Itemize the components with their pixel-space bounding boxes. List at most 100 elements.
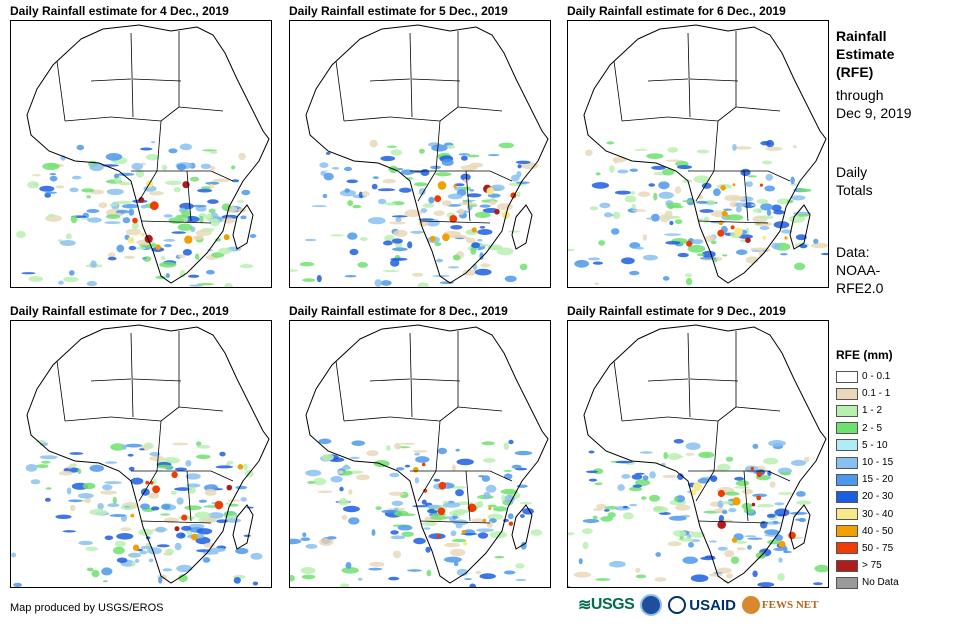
rain-cell xyxy=(179,143,192,151)
rain-cell xyxy=(47,213,56,218)
usgs-logo: ≋ USGS xyxy=(578,596,635,614)
rain-cell xyxy=(395,467,405,471)
rain-cell xyxy=(479,226,486,229)
rain-cell xyxy=(397,525,413,531)
rain-cell xyxy=(461,186,471,191)
legend-swatch xyxy=(836,542,858,555)
rain-cell xyxy=(346,179,358,184)
through-date-value: Dec 9, 2019 xyxy=(836,105,912,121)
country-border xyxy=(489,470,513,482)
rain-cell xyxy=(388,491,406,496)
rain-cell xyxy=(225,518,242,523)
country-border xyxy=(178,106,224,112)
daily-totals-line: Totals xyxy=(836,182,873,198)
rain-cell xyxy=(189,176,200,182)
heavy-rain-cell xyxy=(141,232,145,237)
rain-cell xyxy=(131,561,136,567)
heavy-rain-cell xyxy=(453,184,457,188)
africa-coastline xyxy=(305,324,549,584)
rain-cell xyxy=(674,496,679,502)
rain-cell xyxy=(377,188,396,192)
rain-cell xyxy=(713,188,721,197)
rain-cell xyxy=(413,537,426,545)
rain-cell xyxy=(11,552,17,558)
country-border xyxy=(457,406,503,412)
rain-cell xyxy=(773,209,785,215)
legend-item: 20 - 30 xyxy=(836,488,956,505)
rain-cell xyxy=(122,217,131,224)
rain-cell xyxy=(85,546,98,551)
rain-cell xyxy=(519,263,528,271)
rainfall-field xyxy=(16,141,257,287)
rain-cell xyxy=(149,452,161,457)
africa-coastline xyxy=(305,24,549,284)
rain-cell xyxy=(685,442,701,450)
rain-cell xyxy=(241,189,251,196)
rain-cell xyxy=(324,170,328,173)
rain-cell xyxy=(104,461,118,464)
rain-cell xyxy=(420,208,428,213)
product-title-line: (RFE) xyxy=(836,64,874,80)
rain-cell xyxy=(380,280,392,286)
rain-cell xyxy=(240,215,247,220)
rain-cell xyxy=(734,202,747,207)
rain-cell xyxy=(578,558,583,565)
heavy-rain-cell xyxy=(429,235,436,242)
rain-cell xyxy=(173,187,181,193)
rain-cell xyxy=(401,531,414,537)
rain-cell xyxy=(191,204,207,208)
heavy-rain-cell xyxy=(720,185,726,191)
data-source-line: NOAA- xyxy=(836,262,881,278)
rain-cell xyxy=(213,178,231,183)
rain-cell xyxy=(759,226,770,230)
country-border xyxy=(130,332,134,418)
rain-cell xyxy=(290,269,299,272)
rain-cell xyxy=(607,512,616,518)
rain-cell xyxy=(222,217,235,224)
rain-cell xyxy=(389,472,400,478)
rain-cell xyxy=(740,168,751,177)
rain-cell xyxy=(290,574,295,582)
rain-cell xyxy=(384,234,395,242)
rainfall-field xyxy=(290,438,543,587)
rain-cell xyxy=(430,515,448,520)
rain-cell xyxy=(407,241,413,249)
rain-cell xyxy=(717,546,728,551)
heavy-rain-cell xyxy=(756,471,762,478)
rain-cell xyxy=(426,569,432,577)
rain-cell xyxy=(218,247,232,255)
rain-cell xyxy=(662,474,678,479)
rain-cell xyxy=(342,465,351,470)
rain-cell xyxy=(648,183,655,187)
country-border xyxy=(621,416,669,422)
rain-cell xyxy=(341,567,359,574)
legend-item: 1 - 2 xyxy=(836,402,956,419)
rain-cell xyxy=(790,176,795,185)
rain-cell xyxy=(530,529,543,536)
country-border xyxy=(717,406,737,422)
rain-cell xyxy=(243,463,248,471)
rain-cell xyxy=(752,570,758,578)
rain-cell xyxy=(250,552,263,560)
legend-item: 0.1 - 1 xyxy=(836,385,956,402)
rain-cell xyxy=(89,508,108,516)
rain-cell xyxy=(131,162,143,171)
legend-label: 50 - 75 xyxy=(862,542,894,554)
rain-cell xyxy=(598,240,606,246)
rain-cell xyxy=(588,257,601,261)
rain-cell xyxy=(70,215,78,224)
rain-cell xyxy=(498,142,515,149)
rain-cell xyxy=(340,583,350,587)
rain-cell xyxy=(224,511,236,516)
rain-cell xyxy=(200,163,212,169)
rain-cell xyxy=(596,503,606,510)
rain-cell xyxy=(504,275,517,282)
country-border xyxy=(667,416,719,422)
rain-cell xyxy=(384,202,397,206)
rain-cell xyxy=(330,475,343,483)
rain-cell xyxy=(421,499,427,505)
country-border xyxy=(687,32,691,118)
rain-cell xyxy=(701,250,716,258)
rain-cell xyxy=(455,489,464,497)
country-border xyxy=(435,420,441,472)
